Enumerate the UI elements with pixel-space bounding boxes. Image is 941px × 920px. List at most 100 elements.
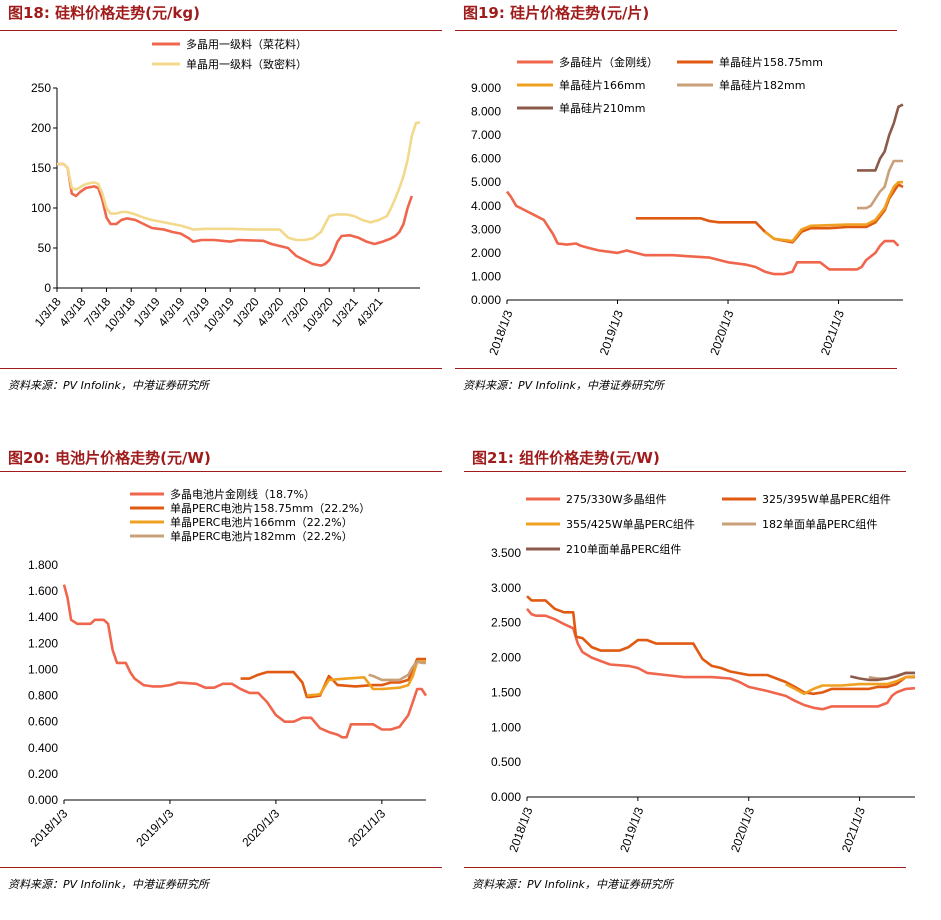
x-tick-label: 2021/1/3 xyxy=(839,805,868,854)
series-line-2 xyxy=(764,180,903,243)
series-line-0 xyxy=(62,584,428,739)
y-tick-label: 0.200 xyxy=(28,767,58,781)
chart-title: 图18: 硅料价格走势(元/kg) xyxy=(8,4,200,22)
x-tick-label: 4/3/18 xyxy=(56,295,88,330)
series-line-3 xyxy=(368,660,426,682)
legend-label: 多晶电池片金刚线（18.7%） xyxy=(170,487,315,501)
y-tick-label: 0.800 xyxy=(28,689,58,703)
y-tick-label: 9.000 xyxy=(471,81,501,95)
y-tick-label: 1.400 xyxy=(28,610,58,624)
series-line-0 xyxy=(505,190,900,276)
series-line-4 xyxy=(857,103,904,172)
y-tick-label: 2.000 xyxy=(491,651,521,665)
y-tick-label: 1.500 xyxy=(491,685,521,699)
y-tick-label: 100 xyxy=(31,201,51,215)
y-tick-label: 0 xyxy=(44,281,51,295)
y-tick-label: 0.000 xyxy=(28,793,58,807)
y-tick-label: 0.600 xyxy=(28,715,58,729)
x-tick-label: 2020/1/3 xyxy=(707,308,736,357)
legend-label: 单晶硅片166mm xyxy=(559,79,645,92)
legend-label: 210单面单晶PERC组件 xyxy=(566,542,681,556)
legend-label: 多晶硅片（金刚线） xyxy=(559,55,658,69)
title-divider xyxy=(464,471,906,472)
source-divider xyxy=(0,368,442,369)
x-tick-label: 1/3/18 xyxy=(32,295,64,330)
legend-label: 单晶硅片158.75mm xyxy=(719,56,823,69)
y-tick-label: 0.500 xyxy=(491,755,521,769)
source-divider xyxy=(0,867,442,868)
legend-label: 单晶PERC电池片158.75mm（22.2%） xyxy=(170,502,370,515)
title-divider xyxy=(455,30,897,31)
x-tick-label: 2021/1/3 xyxy=(818,308,847,357)
series-line-4 xyxy=(850,671,915,682)
y-tick-label: 1.800 xyxy=(28,558,58,572)
legend-label: 单晶硅片210mm xyxy=(559,102,645,115)
x-tick-label: 2019/1/3 xyxy=(133,806,176,849)
chart-silicon-material: 0501001502002501/3/184/3/187/3/1810/3/18… xyxy=(31,37,421,334)
x-tick-label: 4/3/19 xyxy=(155,295,187,330)
legend-label: 单晶硅片182mm xyxy=(719,79,805,92)
y-tick-label: 50 xyxy=(38,241,52,255)
series-line-2 xyxy=(785,675,916,696)
source-divider xyxy=(464,867,906,868)
legend-label: 多晶用一级料（菜花料） xyxy=(186,37,307,51)
x-tick-label: 2021/1/3 xyxy=(345,806,388,849)
series-line-1 xyxy=(57,121,421,242)
chart-title: 图19: 硅片价格走势(元/片) xyxy=(463,4,650,22)
y-tick-label: 3.000 xyxy=(471,222,501,236)
source-note: 资料来源：PV Infolink，中港证券研究所 xyxy=(472,878,673,891)
panel-wafer: 图19: 硅片价格走势(元/片) 0.000 1.000 2.000 3.000 4.0… xyxy=(455,0,925,460)
y-tick-label: 1.600 xyxy=(28,584,58,598)
series-line-1 xyxy=(526,595,915,696)
x-tick-label: 2020/1/3 xyxy=(239,806,282,849)
series-line-2 xyxy=(306,660,426,697)
y-tick-label: 7.000 xyxy=(471,128,501,142)
series-line-3 xyxy=(857,159,903,210)
legend-label: 182单面单晶PERC组件 xyxy=(762,517,877,531)
x-tick-label: 2018/1/3 xyxy=(27,806,70,849)
y-tick-label: 2.500 xyxy=(491,616,521,630)
x-tick-label: 1/3/20 xyxy=(230,295,262,330)
legend-label: 单晶PERC电池片166mm（22.2%） xyxy=(170,516,353,529)
y-tick-label: 0.000 xyxy=(471,293,501,307)
chart-title: 图20: 电池片价格走势(元/W) xyxy=(8,449,211,467)
panel-module: 图21: 组件价格走势(元/W) 0.000 0.500 1.000 1.500 2.0… xyxy=(464,445,934,905)
chart-module: 0.000 0.500 1.000 1.500 2.000 2.500 3.000 3.500… xyxy=(491,492,916,854)
x-tick-label: 2018/1/3 xyxy=(506,805,535,854)
y-tick-label: 1.000 xyxy=(28,662,58,676)
x-tick-label: 1/3/19 xyxy=(131,295,163,330)
y-tick-label: 250 xyxy=(31,81,51,95)
y-tick-label: 150 xyxy=(31,161,51,175)
x-tick-label: 2020/1/3 xyxy=(728,805,757,854)
y-tick-label: 0.000 xyxy=(491,790,521,804)
legend-label: 单晶PERC电池片182mm（22.2%） xyxy=(170,530,353,543)
source-note: 资料来源：PV Infolink，中港证券研究所 xyxy=(463,379,664,392)
legend-label: 275/330W多晶组件 xyxy=(566,492,667,506)
chart-wafer: 0.000 1.000 2.000 3.000 4.000 5.000 6.000 7.000… xyxy=(471,55,904,357)
chart-title: 图21: 组件价格走势(元/W) xyxy=(472,449,660,467)
title-divider xyxy=(0,471,442,472)
y-tick-label: 5.000 xyxy=(471,175,501,189)
legend-label: 单晶用一级料（致密料） xyxy=(186,57,307,71)
x-tick-label: 2018/1/3 xyxy=(486,308,515,357)
x-tick-label: 4/3/21 xyxy=(353,295,385,330)
source-divider xyxy=(455,368,897,369)
panel-cell: 图20: 电池片价格走势(元/W) 0.000 0.200 0.400 0.600 0.… xyxy=(0,445,470,905)
legend-label: 325/395W单晶PERC组件 xyxy=(762,492,891,506)
chart-cell: 0.000 0.200 0.400 0.600 0.800 1.000 1.200 1.400… xyxy=(27,487,428,849)
y-tick-label: 1.000 xyxy=(471,269,501,283)
y-tick-label: 3.000 xyxy=(491,581,521,595)
x-tick-label: 1/3/21 xyxy=(329,295,361,330)
y-tick-label: 1.000 xyxy=(491,720,521,734)
legend-label: 355/425W单晶PERC组件 xyxy=(566,517,695,531)
x-tick-label: 4/3/20 xyxy=(254,295,286,330)
source-note: 资料来源：PV Infolink，中港证券研究所 xyxy=(8,379,209,392)
title-divider xyxy=(0,30,442,31)
series-line-0 xyxy=(57,162,414,267)
y-tick-label: 1.200 xyxy=(28,636,58,650)
series-line-1 xyxy=(240,657,426,699)
source-note: 资料来源：PV Infolink，中港证券研究所 xyxy=(8,878,209,891)
y-tick-label: 3.500 xyxy=(491,546,521,560)
y-tick-label: 8.000 xyxy=(471,105,501,119)
y-tick-label: 0.400 xyxy=(28,741,58,755)
